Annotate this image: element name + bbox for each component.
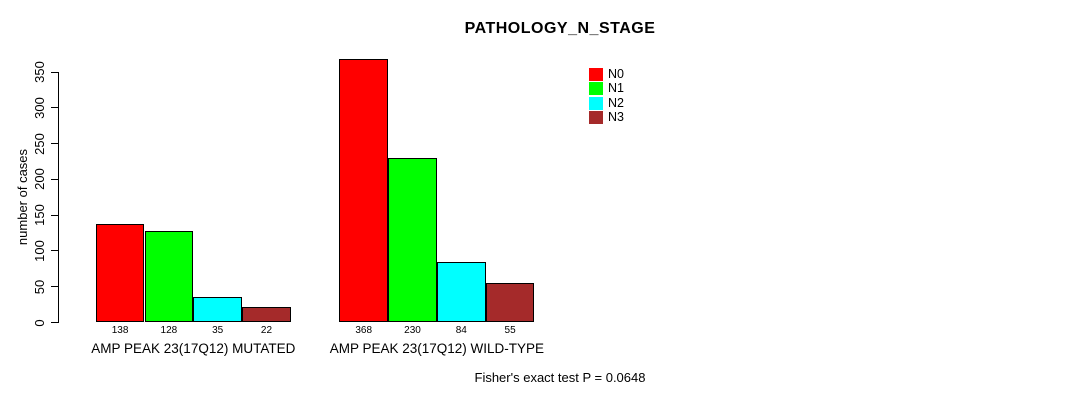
bar-value-label: 55 xyxy=(504,325,516,336)
y-tick-label: 50 xyxy=(32,279,47,294)
bar-n3-group1 xyxy=(242,306,291,323)
y-tick xyxy=(51,143,58,145)
bar-value-label: 22 xyxy=(260,325,273,336)
y-tick-label: 0 xyxy=(32,318,47,327)
legend-label: N2 xyxy=(608,95,624,110)
bar-n2-group1 xyxy=(193,297,243,323)
bar-value-label: 138 xyxy=(111,325,129,336)
category-label: AMP PEAK 23(17Q12) MUTATED xyxy=(91,341,296,356)
legend-item-n1: N1 xyxy=(589,82,624,95)
y-tick-label: 150 xyxy=(32,204,47,226)
legend-swatch-n2 xyxy=(589,96,603,110)
y-tick xyxy=(51,178,58,180)
legend-swatch-n0 xyxy=(589,67,603,81)
bar-n1-group2 xyxy=(388,157,437,323)
bar-n0-group2 xyxy=(339,59,389,323)
bar-value-label: 128 xyxy=(160,325,178,336)
legend-label: N1 xyxy=(608,81,624,95)
bar-n3-group2 xyxy=(485,283,535,323)
y-tick xyxy=(51,322,58,323)
legend-swatch-n3 xyxy=(589,111,603,124)
legend-label: N0 xyxy=(608,66,624,81)
footnote: Fisher's exact test P = 0.0648 xyxy=(474,370,646,385)
legend-label: N3 xyxy=(608,110,624,124)
y-tick xyxy=(51,250,58,252)
y-tick-label: 200 xyxy=(32,168,47,191)
bar-value-label: 230 xyxy=(404,325,421,336)
y-tick-label: 100 xyxy=(32,240,47,262)
bar-n1-group1 xyxy=(144,230,194,323)
legend-swatch-n1 xyxy=(589,82,603,95)
legend-item-n2: N2 xyxy=(589,95,624,110)
y-tick xyxy=(51,71,58,73)
bar-value-label: 368 xyxy=(355,325,373,336)
category-label: AMP PEAK 23(17Q12) WILD-TYPE xyxy=(329,341,545,356)
y-tick-label: 350 xyxy=(32,61,47,83)
y-tick xyxy=(51,107,58,109)
y-tick xyxy=(51,286,58,288)
bar-n0-group1 xyxy=(95,223,145,323)
legend-item-n3: N3 xyxy=(589,111,624,124)
y-axis-label: number of cases xyxy=(15,148,30,246)
y-axis-line xyxy=(58,72,59,323)
bar-value-label: 84 xyxy=(455,325,467,336)
chart-title: PATHOLOGY_N_STAGE xyxy=(464,20,656,37)
y-tick-label: 250 xyxy=(32,132,47,155)
bar-value-label: 35 xyxy=(212,325,224,336)
bar-n2-group2 xyxy=(436,262,486,323)
y-tick xyxy=(51,214,58,216)
y-tick-label: 300 xyxy=(32,96,47,119)
legend-item-n0: N0 xyxy=(589,66,624,81)
